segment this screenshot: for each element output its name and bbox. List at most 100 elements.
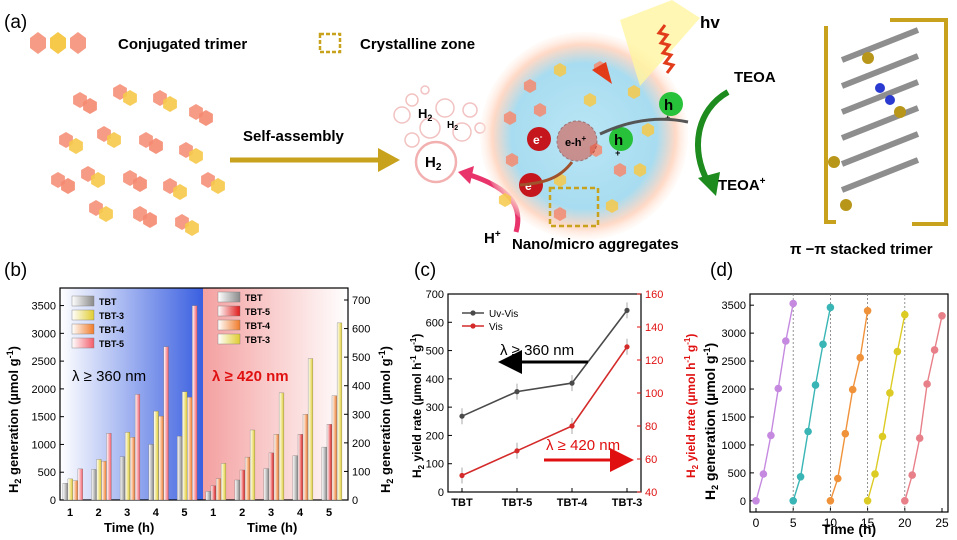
uv-xtick: 3: [124, 507, 130, 519]
vis-ytick-label: 300: [352, 409, 370, 421]
stack-layer: [840, 79, 920, 115]
panel-b-left-xlabel: Time (h): [104, 520, 154, 535]
stack-bracket-right: [890, 18, 948, 226]
vis-ytick-label: 200: [352, 438, 370, 450]
photon-arrowhead: [592, 62, 612, 84]
trimer-unit: [143, 212, 157, 228]
c-legend-entry: Uv-Vis: [489, 309, 518, 320]
trimer-unit: [185, 220, 199, 236]
trimer-unit: [189, 148, 203, 164]
trimer-unit: [149, 138, 163, 154]
uv-bar: [124, 432, 131, 501]
legend-entry: TBT-4: [245, 321, 270, 331]
uv-bar: [182, 391, 188, 501]
trimer-unit: [83, 98, 97, 114]
c-left-ytick-label: 0: [438, 487, 444, 499]
c-legend-marker: [470, 310, 476, 316]
panel-b-frame: [59, 287, 349, 501]
aggregates-label: Nano/micro aggregates: [512, 236, 679, 253]
panel-c-series: [459, 302, 630, 484]
c-point: [514, 389, 520, 395]
uv-ytick-label: 1500: [32, 412, 56, 424]
h2-bubble-main: [414, 140, 458, 184]
sphere-trimer-unit: [633, 163, 647, 177]
vis-ytick-label: 600: [352, 324, 370, 336]
c-right-ytick-label: 120: [645, 355, 663, 367]
sphere-trimer-unit: [613, 163, 627, 177]
sphere-trimer-unit: [505, 153, 519, 167]
d-point: [856, 353, 864, 362]
d-point: [923, 380, 931, 388]
d-cycle-line: [866, 314, 906, 501]
uv-bar: [129, 437, 136, 501]
legend-swatch: [71, 323, 95, 335]
uv-ytick-label: 1000: [32, 439, 56, 451]
panel-b-right-xlabel: Time (h): [247, 520, 297, 535]
d-point: [811, 381, 820, 389]
d-point: [789, 299, 797, 308]
uv-bar: [148, 444, 154, 501]
stack-bracket-left: [824, 26, 836, 224]
legend-swatch: [71, 337, 95, 349]
c-left-ytick-label: 400: [426, 374, 444, 386]
c-point: [569, 380, 575, 386]
d-point: [782, 337, 790, 345]
d-xtick-label: 0: [753, 516, 760, 530]
vis-ytick-label: 0: [352, 495, 358, 507]
d-ytick-label: 2000: [722, 384, 746, 396]
uv-ytick-label: 3500: [32, 301, 56, 313]
self-assembly-label: Self-assembly: [243, 128, 345, 145]
d-point: [834, 474, 842, 483]
uv-bar: [158, 415, 164, 501]
vis-xtick: 3: [268, 507, 274, 519]
c-left-ytick-label: 200: [426, 430, 444, 442]
panel-b-vis-annotation: λ ≥ 420 nm: [212, 368, 289, 385]
uv-xtick: 2: [96, 507, 102, 519]
vis-bar: [210, 485, 216, 501]
d-point: [759, 470, 768, 478]
uv-bar: [106, 433, 112, 501]
trimer-unit: [91, 172, 105, 188]
legend-swatch: [217, 319, 241, 331]
vis-bar: [220, 463, 227, 501]
d-point: [841, 429, 850, 438]
panel-b-bars: [62, 305, 343, 501]
uv-bar: [101, 460, 107, 501]
d-point: [767, 431, 775, 440]
c-right-ytick-label: 40: [645, 487, 657, 499]
d-ytick-label: 1000: [722, 440, 746, 452]
vis-bar: [239, 469, 245, 501]
panel-b-label: (b): [4, 260, 27, 281]
d-point: [826, 497, 835, 505]
uv-bar: [77, 468, 83, 501]
d-ytick-label: 3500: [722, 300, 746, 312]
exciton-circle: [556, 120, 598, 162]
trimer-unit: [107, 132, 121, 148]
vis-bar: [321, 446, 327, 501]
sphere-trimer-unit: [503, 111, 517, 125]
vis-bar: [302, 414, 308, 501]
vis-bar: [263, 468, 269, 501]
proton-arrowhead: [458, 166, 474, 184]
d-xtick-label: 10: [824, 516, 838, 530]
d-cycle-line: [904, 315, 943, 501]
nitrogen-atom: [885, 95, 895, 105]
d-point: [886, 389, 894, 397]
stacked-trimer-label: π −π stacked trimer: [790, 241, 933, 258]
legend-entry: TBT-3: [245, 335, 270, 345]
hole-2: [659, 92, 683, 116]
panel-b-right-ylabel: H2 generation (µmol g-1): [377, 346, 395, 493]
d-xtick-label: 5: [790, 516, 797, 530]
vis-bar: [331, 395, 337, 501]
trimer-unit: [133, 176, 147, 192]
legend-swatch: [71, 295, 95, 307]
trimer-unit: [173, 184, 187, 200]
panel-d-xlabel: Time (h): [822, 521, 876, 537]
hole-1-label: h +: [614, 132, 623, 158]
c-xtick-label: TBT-4: [557, 497, 588, 509]
teoa-plus-label: TEOA+: [718, 176, 766, 194]
uv-bar: [187, 397, 193, 501]
panel-c-right-ylabel: H2 yield rate (µmol h-1 g-1): [683, 334, 700, 478]
d-point: [796, 473, 805, 481]
